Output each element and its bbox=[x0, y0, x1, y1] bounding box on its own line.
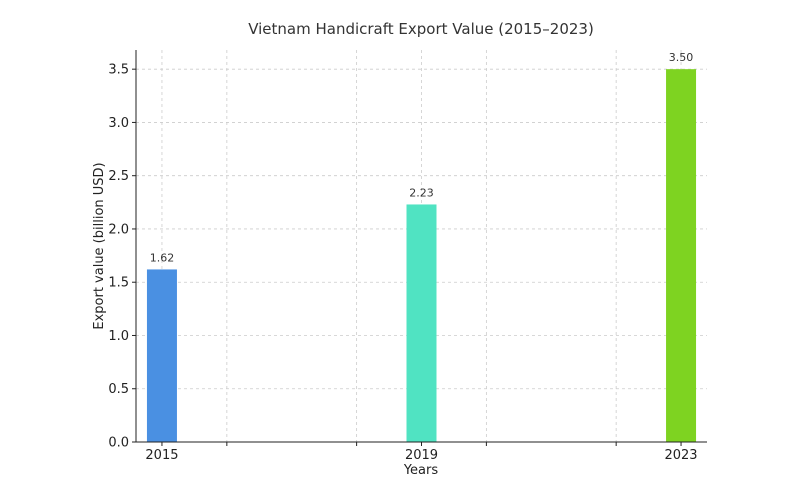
y-tick-label: 2.0 bbox=[108, 222, 129, 237]
x-axis-label: Years bbox=[403, 463, 439, 478]
x-tick-label-2019: 2019 bbox=[405, 448, 438, 463]
ticks: 0.0 0.5 1.0 1.5 2.0 2.5 3.0 3.5 2015 2019 2023 bbox=[108, 63, 697, 463]
y-tick-label: 2.5 bbox=[108, 169, 129, 184]
data-label-2019: 2.23 bbox=[409, 186, 434, 199]
y-tick-label: 1.0 bbox=[108, 329, 129, 344]
bar-2019 bbox=[406, 204, 437, 442]
y-tick-label: 0.0 bbox=[108, 436, 129, 451]
y-tick-label: 3.5 bbox=[108, 63, 129, 78]
data-labels: 1.62 2.23 3.50 bbox=[150, 51, 694, 264]
y-tick-label: 0.5 bbox=[108, 382, 129, 397]
y-tick-label: 3.0 bbox=[108, 116, 129, 131]
bars bbox=[146, 69, 697, 442]
data-label-2015: 1.62 bbox=[150, 251, 175, 264]
bar-2015 bbox=[146, 269, 177, 442]
data-label-2023: 3.50 bbox=[669, 51, 694, 64]
x-tick-label-2015: 2015 bbox=[145, 448, 178, 463]
x-tick-label-2023: 2023 bbox=[664, 448, 697, 463]
y-axis-label: Export value (billion USD) bbox=[92, 162, 107, 329]
y-tick-label: 1.5 bbox=[108, 276, 129, 291]
bar-2023 bbox=[666, 69, 697, 442]
chart-title: Vietnam Handicraft Export Value (2015–20… bbox=[248, 20, 594, 38]
